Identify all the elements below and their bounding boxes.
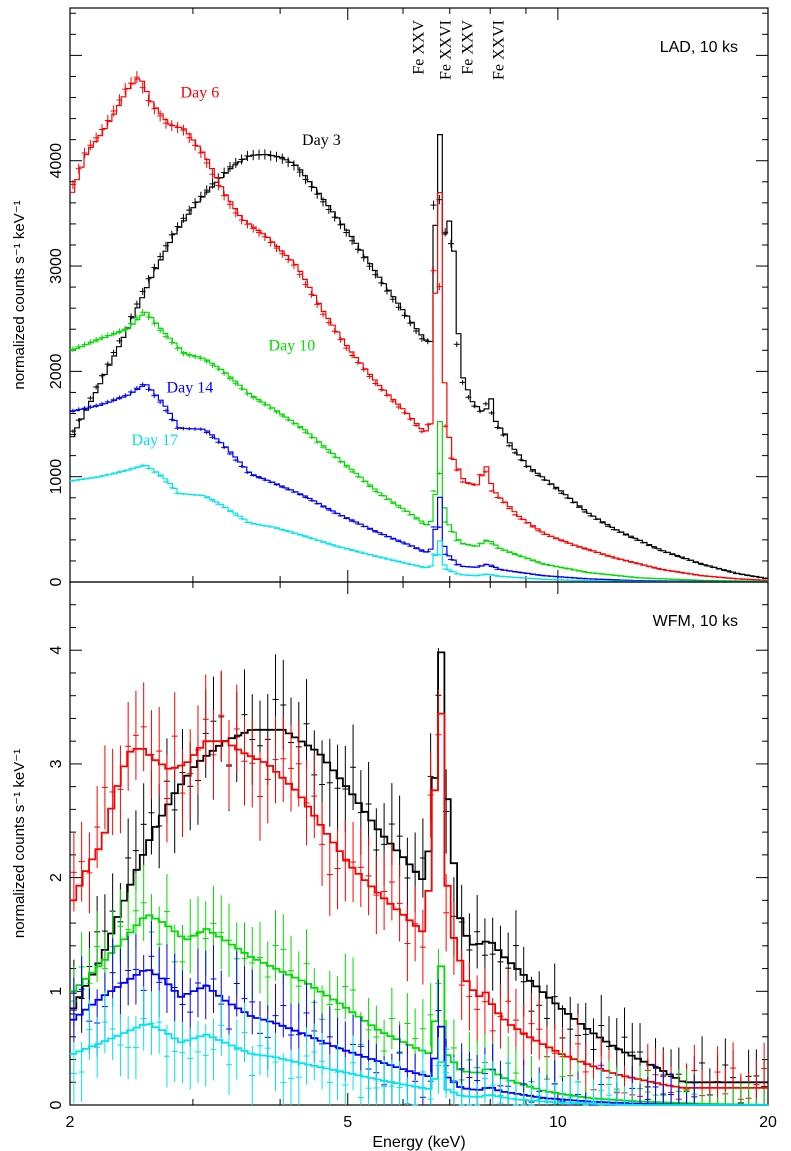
panel-annotation: LAD, 10 ks	[660, 39, 738, 56]
y-tick-label: 1000	[48, 459, 65, 495]
series-line	[70, 914, 769, 1106]
y-tick-label: 0	[48, 577, 65, 586]
series-line	[70, 712, 768, 1089]
plot-frame	[69, 7, 769, 583]
series-line	[70, 651, 768, 1084]
x-axis-label: Energy (keV)	[372, 1134, 465, 1151]
y-tick-label: 4	[48, 646, 65, 655]
lad-spectrum-panel: 0 1000 2000 3000 4000 normalized counts s⁻¹ k…	[11, 7, 769, 586]
series-label: Day 3	[302, 132, 341, 149]
y-tick-label: 1	[48, 987, 65, 996]
y-tick-label: 3000	[48, 248, 65, 284]
x-tick-label: 10	[549, 1114, 567, 1131]
series-label: Day 10	[269, 337, 316, 354]
emission-line-label: Fe XXV	[459, 20, 476, 75]
x-tick-label: 20	[759, 1114, 777, 1131]
series-line	[70, 969, 768, 1106]
y-tick-label: 0	[48, 1100, 65, 1109]
wfm-spectrum-panel: 0 1 2 3 4 2 5 10 20 normalized counts s⁻¹ keV⁻¹ En…	[11, 581, 777, 1151]
series-line	[70, 78, 769, 581]
series-line	[70, 134, 769, 579]
y-tick-label: 2	[48, 873, 65, 882]
emission-line-label: Fe XXVI	[490, 20, 507, 80]
plot-frame	[69, 581, 769, 1106]
y-tick-label: 4000	[48, 143, 65, 179]
x-tick-label: 2	[66, 1114, 75, 1131]
x-tick-label: 5	[343, 1114, 352, 1131]
y-axis-label: normalized counts s⁻¹ keV⁻¹	[11, 200, 28, 389]
y-axis-label: normalized counts s⁻¹ keV⁻¹	[11, 749, 28, 938]
y-tick-label: 3	[48, 759, 65, 768]
panel-annotation: WFM, 10 ks	[653, 613, 738, 630]
emission-line-label: Fe XXV	[410, 20, 427, 75]
y-tick-label: 2000	[48, 353, 65, 389]
series-label: Day 17	[132, 432, 179, 449]
series-label: Day 6	[181, 85, 220, 102]
series-label: Day 14	[167, 379, 214, 396]
emission-line-label: Fe XXVI	[437, 20, 454, 80]
